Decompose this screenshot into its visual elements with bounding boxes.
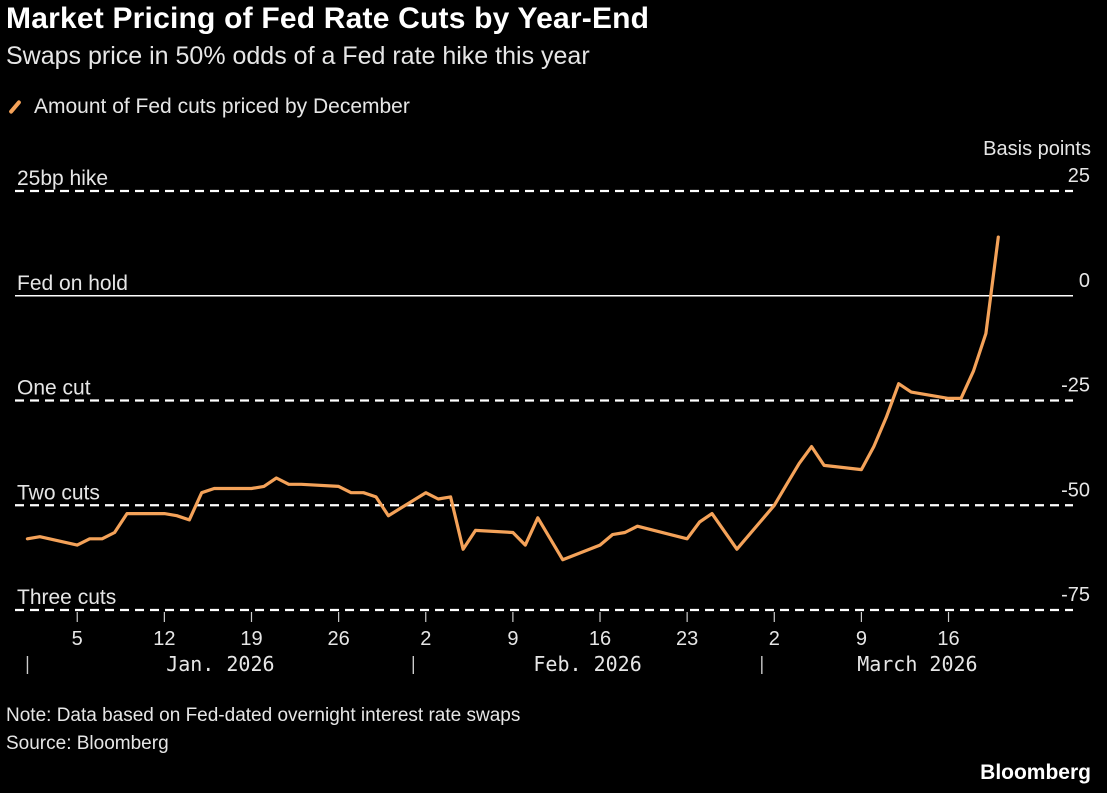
x-axis: 5 12 19 26 2 9 16 23 2 9 16 Jan. 2026 Feb. 2026 March…	[26, 612, 978, 676]
month-label: March 2026	[857, 652, 977, 676]
reference-label: Three cuts	[17, 586, 116, 609]
legend-label: Amount of Fed cuts priced by December	[34, 95, 410, 118]
legend: Amount of Fed cuts priced by December	[6, 95, 410, 119]
month-label: Jan. 2026	[166, 652, 274, 676]
x-tick-label: 26	[327, 628, 349, 650]
x-tick-label: 5	[72, 628, 83, 650]
series-line	[25, 235, 1000, 562]
series-group	[25, 235, 1000, 562]
reference-label: Fed on hold	[17, 272, 128, 295]
reference-label: Two cuts	[17, 481, 100, 504]
x-tick-label: 19	[240, 628, 262, 650]
note-text: Note: Data based on Fed-dated overnight …	[6, 705, 521, 726]
x-tick-label: 23	[676, 628, 698, 650]
x-tick-label: 2	[420, 628, 431, 650]
reference-label: 25bp hike	[17, 167, 108, 190]
y-tick-label: -25	[1061, 375, 1090, 397]
month-label: Feb. 2026	[533, 652, 641, 676]
reference-lines: 25bp hike Fed on hold One cut Two cuts Three…	[15, 167, 1073, 612]
bloomberg-logo: Bloomberg	[980, 761, 1091, 784]
y-tick-label: 25	[1068, 165, 1090, 187]
chart-subtitle: Swaps price in 50% odds of a Fed rate hi…	[6, 42, 590, 70]
y-tick-label: 0	[1079, 270, 1090, 292]
y-axis: Basis points 25 0 -25 -50 -75	[983, 138, 1091, 606]
y-tick-label: -75	[1061, 584, 1090, 606]
chart-title: Market Pricing of Fed Rate Cuts by Year-…	[6, 2, 650, 35]
x-tick-label: 2	[769, 628, 780, 650]
y-tick-label: -50	[1061, 479, 1090, 501]
x-tick-label: 16	[589, 628, 611, 650]
x-tick-label: 9	[856, 628, 867, 650]
y-axis-label: Basis points	[983, 138, 1091, 160]
x-tick-label: 16	[937, 628, 959, 650]
reference-label: One cut	[17, 377, 91, 400]
source-text: Source: Bloomberg	[6, 733, 169, 754]
x-tick-label: 12	[153, 628, 175, 650]
x-tick-label: 9	[507, 628, 518, 650]
